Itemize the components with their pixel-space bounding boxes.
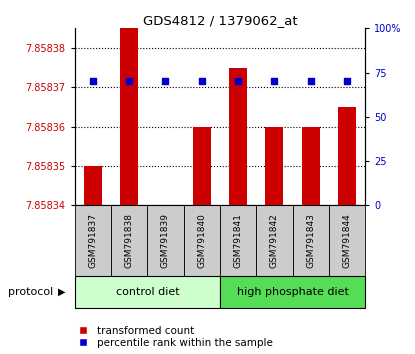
Text: ▶: ▶	[58, 287, 66, 297]
Point	[90, 79, 96, 84]
Text: high phosphate diet: high phosphate diet	[237, 287, 349, 297]
Point	[344, 79, 350, 84]
Bar	[75, 276, 220, 308]
Text: GSM791837: GSM791837	[88, 213, 98, 268]
Text: GSM791838: GSM791838	[124, 213, 134, 268]
Bar	[229, 68, 247, 205]
Bar	[256, 205, 293, 276]
Point	[126, 79, 132, 84]
Bar	[84, 166, 102, 205]
Point	[235, 79, 242, 84]
Bar	[156, 205, 175, 354]
Bar	[120, 0, 138, 205]
Title: GDS4812 / 1379062_at: GDS4812 / 1379062_at	[143, 14, 297, 27]
Point	[271, 79, 278, 84]
Bar	[193, 127, 211, 205]
Bar	[265, 127, 283, 205]
Bar	[220, 276, 365, 308]
Bar	[220, 205, 256, 276]
Text: GSM791842: GSM791842	[270, 213, 279, 268]
Text: protocol: protocol	[8, 287, 54, 297]
Bar	[75, 205, 111, 276]
Text: GSM791839: GSM791839	[161, 213, 170, 268]
Point	[308, 79, 314, 84]
Text: control diet: control diet	[115, 287, 179, 297]
Bar	[111, 205, 147, 276]
Text: GSM791843: GSM791843	[306, 213, 315, 268]
Bar	[302, 127, 320, 205]
Bar	[329, 205, 365, 276]
Bar	[338, 107, 356, 205]
Point	[162, 79, 169, 84]
Bar	[183, 205, 220, 276]
Bar	[293, 205, 329, 276]
Bar	[147, 205, 183, 276]
Point	[198, 79, 205, 84]
Text: GSM791841: GSM791841	[234, 213, 243, 268]
Text: GSM791840: GSM791840	[197, 213, 206, 268]
Legend: transformed count, percentile rank within the sample: transformed count, percentile rank withi…	[72, 325, 273, 349]
Text: GSM791844: GSM791844	[342, 213, 352, 268]
